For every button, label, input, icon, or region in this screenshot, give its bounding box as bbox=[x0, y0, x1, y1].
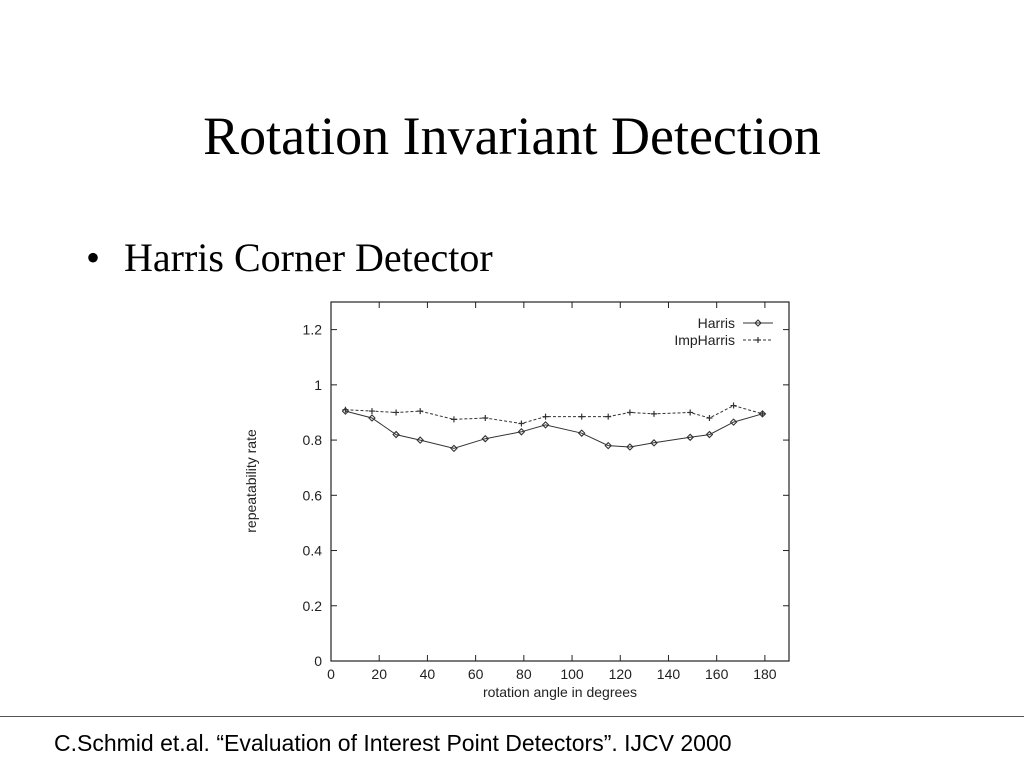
y-tick-label: 0 bbox=[314, 653, 322, 669]
legend-marker-harris bbox=[754, 319, 762, 327]
x-tick-label: 0 bbox=[327, 666, 335, 682]
series-layer bbox=[341, 402, 767, 453]
y-tick-label: 0.8 bbox=[303, 432, 323, 448]
impharris-point bbox=[706, 414, 713, 421]
impharris-point bbox=[482, 414, 489, 421]
impharris-point bbox=[626, 409, 633, 416]
y-tick-label: 1 bbox=[314, 377, 322, 393]
bullet-item: • Harris Corner Detector bbox=[86, 232, 493, 284]
harris-point bbox=[729, 418, 738, 426]
harris-point bbox=[416, 436, 424, 444]
repeatability-chart: 0 20 40 60 80 100 120 140 160 180 0 0.2 0.4 0.6 0.8 1 1.… bbox=[243, 301, 790, 700]
x-tick-label: 160 bbox=[705, 666, 729, 682]
impharris-point bbox=[542, 413, 549, 420]
harris-point bbox=[541, 421, 550, 429]
impharris-point bbox=[651, 410, 658, 417]
impharris-point bbox=[417, 408, 424, 415]
harris-point bbox=[481, 434, 490, 443]
impharris-point bbox=[605, 413, 612, 420]
x-tick-label: 80 bbox=[516, 666, 532, 682]
slide-title: Rotation Invariant Detection bbox=[203, 106, 821, 166]
bullet-text: Harris Corner Detector bbox=[124, 235, 493, 280]
y-tick-label: 0.6 bbox=[303, 487, 323, 503]
footer-citation: C.Schmid et.al. “Evaluation of Interest … bbox=[54, 730, 732, 756]
y-tick-label: 0.2 bbox=[303, 598, 323, 614]
impharris-point bbox=[730, 402, 737, 409]
x-tick-label: 140 bbox=[657, 666, 681, 682]
harris-series-line bbox=[345, 410, 763, 449]
impharris-series-line bbox=[345, 405, 763, 425]
legend-marker-impharris bbox=[755, 337, 761, 343]
footer-divider bbox=[0, 716, 1024, 717]
bullet-dot: • bbox=[86, 235, 101, 280]
x-tick-label: 40 bbox=[420, 666, 436, 682]
axis-ticks: 0 20 40 60 80 100 120 140 160 180 0 0.2 0.4 0.6 0.8 1 1.… bbox=[303, 302, 789, 682]
x-tick-label: 120 bbox=[609, 666, 633, 682]
harris-point bbox=[650, 439, 658, 447]
impharris-point bbox=[342, 406, 349, 413]
impharris-point bbox=[450, 416, 457, 423]
x-tick-label: 20 bbox=[371, 666, 387, 682]
harris-point bbox=[450, 444, 458, 453]
x-tick-label: 60 bbox=[468, 666, 484, 682]
impharris-point bbox=[393, 409, 400, 416]
harris-point bbox=[705, 430, 714, 439]
legend-label-impharris: ImpHarris bbox=[674, 332, 735, 348]
impharris-point bbox=[687, 409, 694, 416]
impharris-point bbox=[759, 410, 766, 417]
y-tick-label: 1.2 bbox=[303, 322, 323, 338]
x-tick-label: 180 bbox=[753, 666, 777, 682]
harris-point bbox=[517, 428, 526, 436]
impharris-point bbox=[578, 413, 585, 420]
impharris-point bbox=[518, 420, 525, 427]
harris-point bbox=[686, 433, 694, 442]
x-tick-label: 100 bbox=[560, 666, 584, 682]
harris-point bbox=[392, 430, 400, 439]
legend-label-harris: Harris bbox=[698, 315, 735, 331]
y-axis-label: repeatability rate bbox=[243, 429, 259, 533]
impharris-point bbox=[368, 408, 375, 415]
y-tick-label: 0.4 bbox=[303, 543, 323, 559]
harris-point bbox=[577, 429, 586, 437]
harris-point bbox=[368, 414, 376, 422]
harris-point bbox=[604, 441, 612, 450]
plot-frame bbox=[330, 301, 790, 662]
harris-point bbox=[626, 443, 634, 451]
x-axis-label: rotation angle in degrees bbox=[483, 684, 637, 700]
